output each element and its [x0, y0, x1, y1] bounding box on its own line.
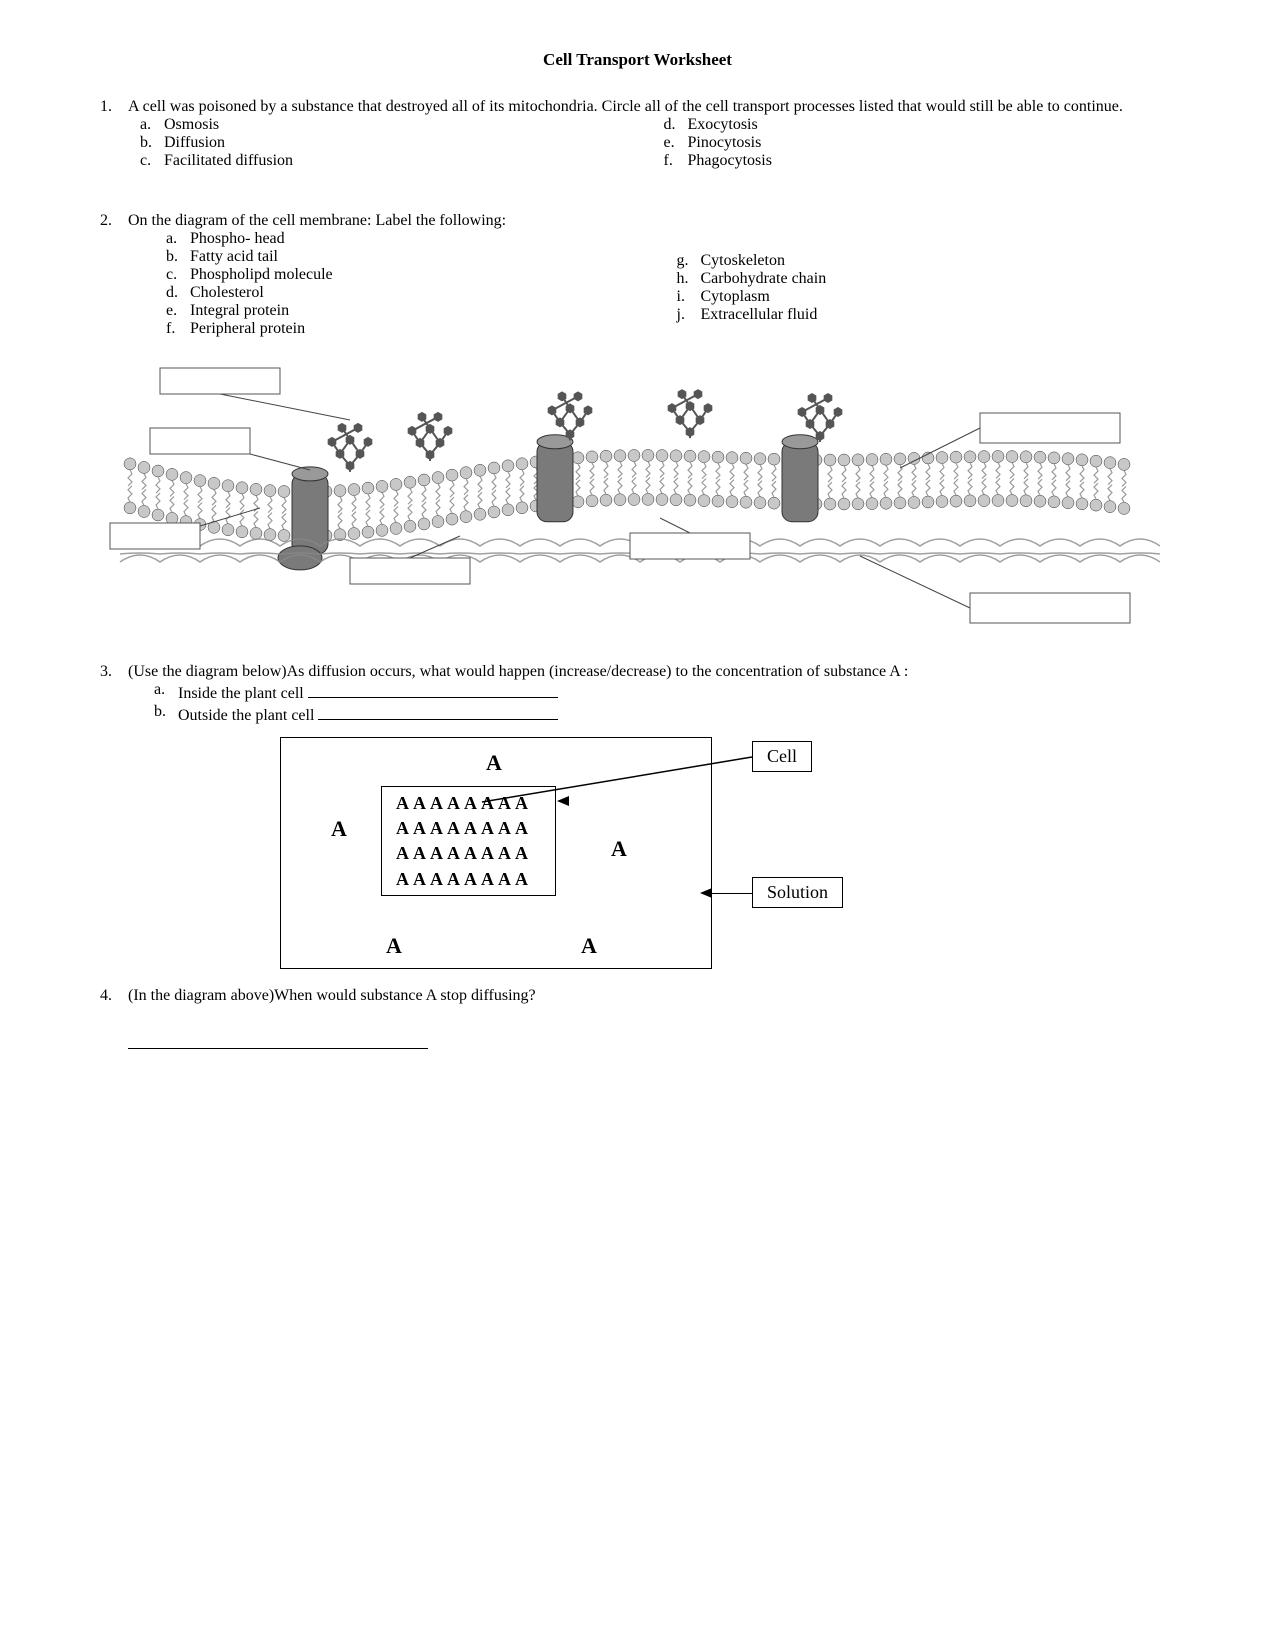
q1-c-l: c.: [140, 152, 164, 170]
q2-b-t: Fatty acid tail: [190, 248, 278, 266]
solution-label: Solution: [752, 877, 843, 908]
q3-b-t: Outside the plant cell: [178, 703, 558, 725]
cell-box: AAAAAAAA AAAAAAAA AAAAAAAA AAAAAAAA: [381, 786, 556, 896]
q4-text: (In the diagram above)When would substan…: [128, 987, 1175, 1005]
q1-a-t: Osmosis: [164, 116, 219, 134]
q2-c-l: c.: [166, 266, 190, 284]
cell-row-1: AAAAAAAA: [396, 816, 545, 841]
q1-f-t: Phagocytosis: [688, 152, 772, 170]
q2-a-t: Phospho- head: [190, 230, 285, 248]
q2-d-t: Cholesterol: [190, 284, 264, 302]
q2-j-t: Extracellular fluid: [701, 306, 818, 324]
left-a: A: [331, 816, 347, 842]
diffusion-diagram: A A A A A AAAAAAAA AAAAAAAA AAAAAAAA AAA…: [280, 737, 1175, 969]
q2-f-t: Peripheral protein: [190, 320, 305, 338]
q2-j-l: j.: [677, 306, 701, 324]
question-3: 3. (Use the diagram below)As diffusion o…: [100, 663, 1175, 725]
q4-number: 4.: [100, 987, 128, 1005]
q2-text: On the diagram of the cell membrane: Lab…: [128, 212, 1175, 230]
q3-text: (Use the diagram below)As diffusion occu…: [128, 663, 1175, 681]
q3-b-blank[interactable]: [318, 703, 558, 720]
cell-row-3: AAAAAAAA: [396, 867, 545, 892]
membrane-diagram: [100, 358, 1175, 643]
br-a: A: [581, 933, 597, 959]
q3-a-l: a.: [154, 681, 178, 703]
q2-e-t: Integral protein: [190, 302, 289, 320]
top-a: A: [486, 750, 502, 776]
q1-c-t: Facilitated diffusion: [164, 152, 293, 170]
bl-a: A: [386, 933, 402, 959]
question-4: 4. (In the diagram above)When would subs…: [100, 987, 1175, 1005]
q1-b-l: b.: [140, 134, 164, 152]
question-1: 1. A cell was poisoned by a substance th…: [100, 98, 1175, 170]
q1-e-l: e.: [664, 134, 688, 152]
q1-f-l: f.: [664, 152, 688, 170]
q2-i-l: i.: [677, 288, 701, 306]
cell-row-2: AAAAAAAA: [396, 841, 545, 866]
q2-e-l: e.: [166, 302, 190, 320]
q2-f-l: f.: [166, 320, 190, 338]
q2-g-l: g.: [677, 252, 701, 270]
q3-a-text: Inside the plant cell: [178, 685, 308, 702]
q1-d-l: d.: [664, 116, 688, 134]
q2-h-l: h.: [677, 270, 701, 288]
q2-number: 2.: [100, 212, 128, 338]
q2-d-l: d.: [166, 284, 190, 302]
q1-e-t: Pinocytosis: [688, 134, 762, 152]
q2-i-t: Cytoplasm: [701, 288, 770, 306]
q3-a-blank[interactable]: [308, 681, 558, 698]
q2-a-l: a.: [166, 230, 190, 248]
q2-b-l: b.: [166, 248, 190, 266]
q1-number: 1.: [100, 98, 128, 170]
q2-c-t: Phospholipd molecule: [190, 266, 333, 284]
q3-b-text: Outside the plant cell: [178, 707, 318, 724]
q3-a-t: Inside the plant cell: [178, 681, 558, 703]
q1-text: A cell was poisoned by a substance that …: [128, 98, 1175, 116]
q4-answer-blank[interactable]: [128, 1047, 428, 1049]
q3-b-l: b.: [154, 703, 178, 725]
q2-g-t: Cytoskeleton: [701, 252, 785, 270]
q3-number: 3.: [100, 663, 128, 725]
page-title: Cell Transport Worksheet: [100, 50, 1175, 70]
q1-a-l: a.: [140, 116, 164, 134]
right-a: A: [611, 836, 627, 862]
q1-b-t: Diffusion: [164, 134, 225, 152]
question-2: 2. On the diagram of the cell membrane: …: [100, 212, 1175, 338]
q2-h-t: Carbohydrate chain: [701, 270, 827, 288]
q1-d-t: Exocytosis: [688, 116, 758, 134]
